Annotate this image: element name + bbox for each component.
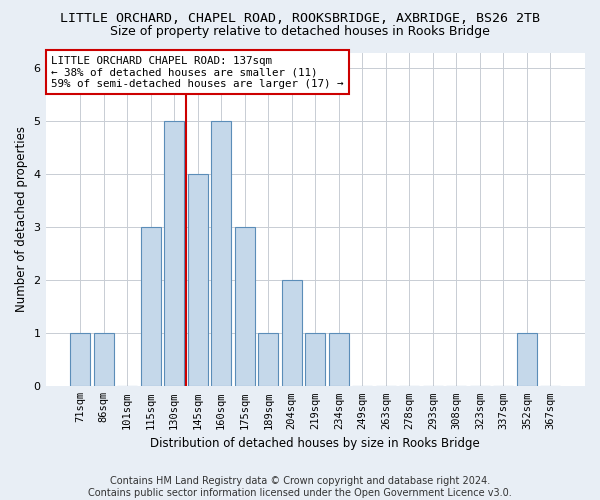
Bar (94, 334, 113, 386)
Bar (211, 122, 231, 386)
Bar (282, 280, 302, 386)
Bar (188, 174, 208, 386)
Bar (164, 122, 184, 386)
Bar (140, 228, 161, 386)
Y-axis label: Number of detached properties: Number of detached properties (15, 126, 28, 312)
Bar (517, 334, 537, 386)
Bar (329, 334, 349, 386)
Bar (70, 334, 90, 386)
Text: LITTLE ORCHARD, CHAPEL ROAD, ROOKSBRIDGE, AXBRIDGE, BS26 2TB: LITTLE ORCHARD, CHAPEL ROAD, ROOKSBRIDGE… (60, 12, 540, 26)
Text: Contains HM Land Registry data © Crown copyright and database right 2024.
Contai: Contains HM Land Registry data © Crown c… (88, 476, 512, 498)
Bar (235, 228, 255, 386)
Text: Size of property relative to detached houses in Rooks Bridge: Size of property relative to detached ho… (110, 25, 490, 38)
Bar (258, 334, 278, 386)
X-axis label: Distribution of detached houses by size in Rooks Bridge: Distribution of detached houses by size … (151, 437, 480, 450)
Text: LITTLE ORCHARD CHAPEL ROAD: 137sqm
← 38% of detached houses are smaller (11)
59%: LITTLE ORCHARD CHAPEL ROAD: 137sqm ← 38%… (51, 56, 343, 89)
Bar (305, 334, 325, 386)
